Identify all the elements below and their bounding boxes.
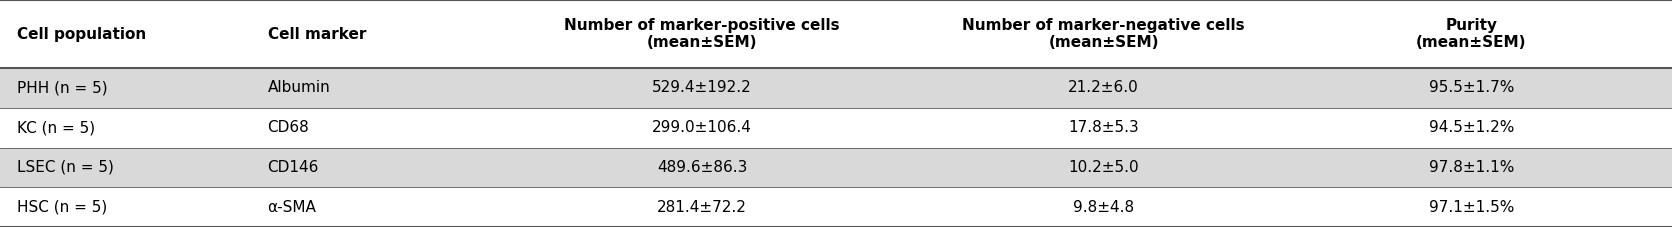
- Text: 17.8±5.3: 17.8±5.3: [1068, 120, 1139, 135]
- Text: α-SMA: α-SMA: [268, 200, 316, 215]
- Text: 97.1±1.5%: 97.1±1.5%: [1428, 200, 1515, 215]
- Bar: [0, 187, 1672, 227]
- Text: Number of marker-positive cells
(mean±SEM): Number of marker-positive cells (mean±SE…: [565, 18, 839, 50]
- Text: LSEC (n = 5): LSEC (n = 5): [17, 160, 114, 175]
- Text: 299.0±106.4: 299.0±106.4: [652, 120, 752, 135]
- Bar: [0, 108, 1672, 148]
- Text: 281.4±72.2: 281.4±72.2: [657, 200, 747, 215]
- Text: KC (n = 5): KC (n = 5): [17, 120, 95, 135]
- Text: 97.8±1.1%: 97.8±1.1%: [1428, 160, 1515, 175]
- Text: Purity
(mean±SEM): Purity (mean±SEM): [1416, 18, 1527, 50]
- Bar: [0, 68, 1672, 108]
- Text: 489.6±86.3: 489.6±86.3: [657, 160, 747, 175]
- Text: CD68: CD68: [268, 120, 309, 135]
- Text: Number of marker-negative cells
(mean±SEM): Number of marker-negative cells (mean±SE…: [961, 18, 1246, 50]
- Text: CD146: CD146: [268, 160, 319, 175]
- Text: 94.5±1.2%: 94.5±1.2%: [1428, 120, 1515, 135]
- Text: 10.2±5.0: 10.2±5.0: [1068, 160, 1139, 175]
- Text: Cell marker: Cell marker: [268, 27, 366, 42]
- Text: 95.5±1.7%: 95.5±1.7%: [1428, 80, 1515, 96]
- Text: PHH (n = 5): PHH (n = 5): [17, 80, 107, 96]
- Text: 9.8±4.8: 9.8±4.8: [1073, 200, 1134, 215]
- Text: Cell population: Cell population: [17, 27, 145, 42]
- Bar: [0, 148, 1672, 187]
- Text: Albumin: Albumin: [268, 80, 331, 96]
- Text: 529.4±192.2: 529.4±192.2: [652, 80, 752, 96]
- Text: HSC (n = 5): HSC (n = 5): [17, 200, 107, 215]
- Text: 21.2±6.0: 21.2±6.0: [1068, 80, 1139, 96]
